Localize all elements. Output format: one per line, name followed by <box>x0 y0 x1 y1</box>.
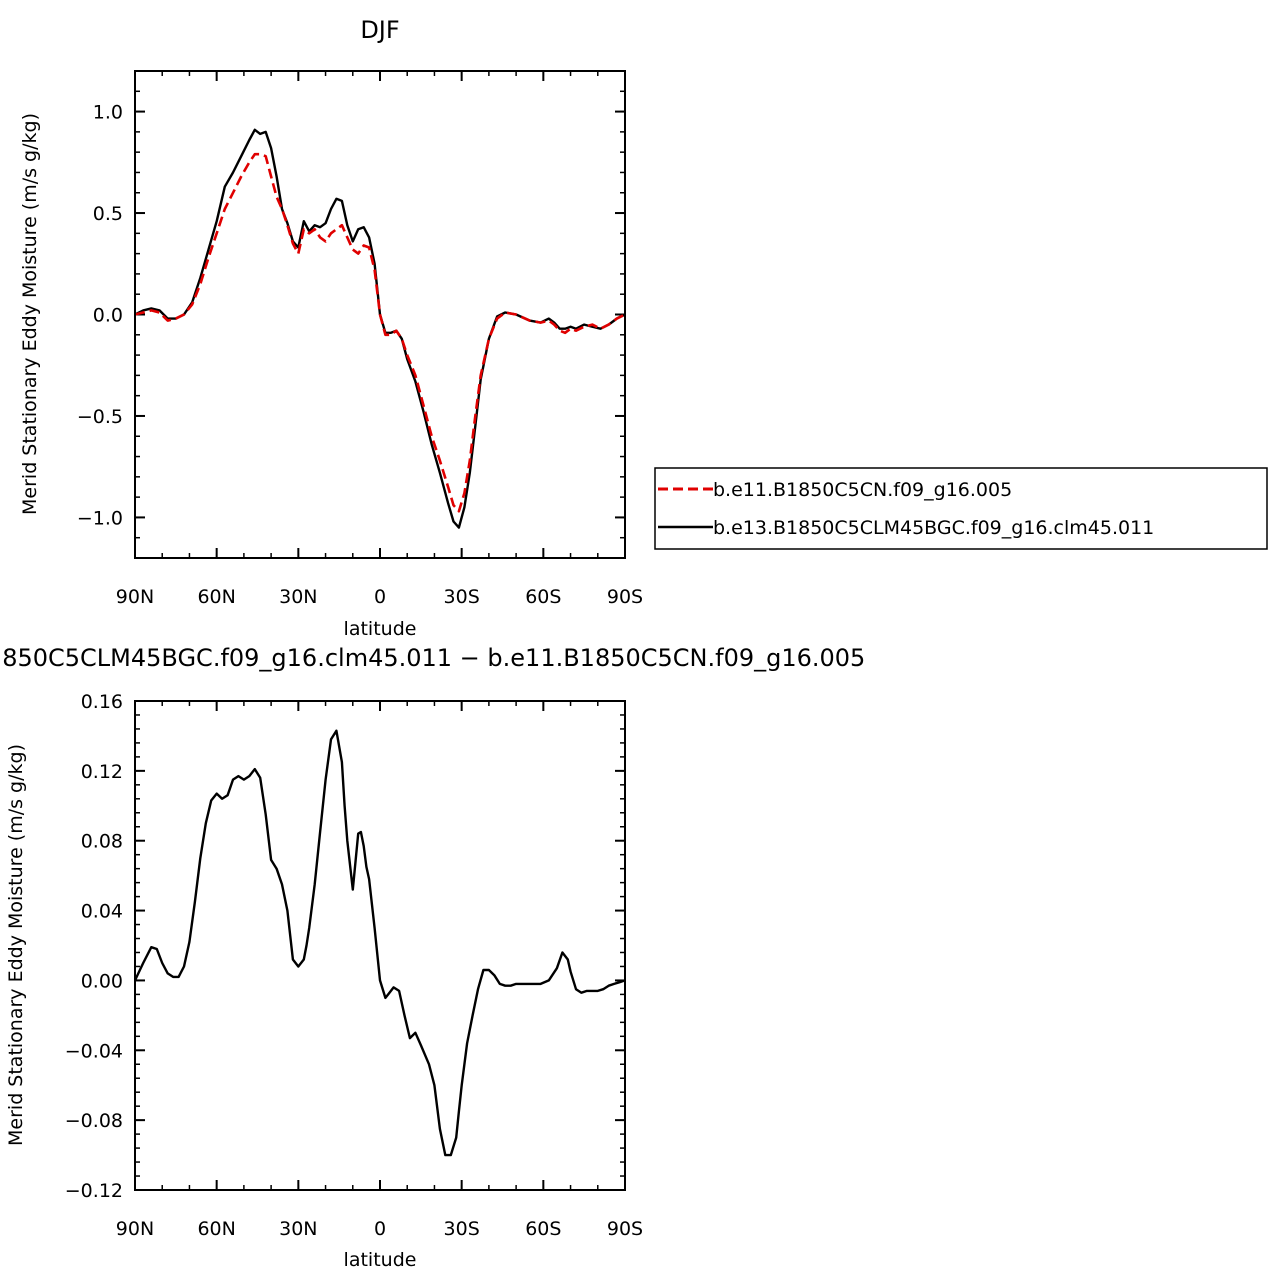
y-tick-label: 1.0 <box>93 102 123 124</box>
y-tick-label: 0.04 <box>81 901 123 923</box>
series-group <box>133 700 626 1191</box>
chart-title: b.e13.B1850C5CLM45BGC.f09_g16.clm45.011 … <box>0 644 865 672</box>
y-tick-group: 0.16 0.12 0.08 0.04 0.00 −0.04 −0.08 −0.12 <box>65 691 625 1202</box>
legend-label-series-2: b.e13.B1850C5CLM45BGC.f09_g16.clm45.011 <box>713 517 1154 539</box>
x-tick-label: 90S <box>607 1218 643 1240</box>
x-tick-label: 30N <box>279 1218 317 1240</box>
series-line-2 <box>134 128 626 529</box>
y-tick-label: 0.00 <box>81 970 123 992</box>
x-tick-label: 60S <box>525 1218 561 1240</box>
x-tick-label: 90N <box>116 586 154 608</box>
y-tick-label: −0.12 <box>65 1180 123 1202</box>
x-tick-label: 30S <box>444 586 480 608</box>
legend: b.e11.B1850C5CN.f09_g16.005 b.e13.B1850C… <box>654 467 1268 550</box>
y-tick-label: −0.04 <box>65 1040 123 1062</box>
y-axis-label: Merid Stationary Eddy Moisture (m/s g/kg… <box>5 744 27 1146</box>
series-line-1 <box>133 729 626 1157</box>
x-axis-label: latitude <box>344 618 417 640</box>
y-tick-label: 0.08 <box>81 831 123 853</box>
y-tick-label: 0.5 <box>93 203 123 225</box>
y-tick-group: 1.0 0.5 0.0 −0.5 −1.0 <box>77 102 625 529</box>
x-tick-label: 60N <box>197 586 235 608</box>
x-tick-label: 90N <box>116 1218 154 1240</box>
x-tick-label: 30N <box>279 586 317 608</box>
x-tick-label: 60N <box>197 1218 235 1240</box>
panel-djf: DJF 1.00.50.0−0.5−1.0 90N 60N 30N 0 30S 60S 90… <box>19 16 643 640</box>
y-tick-label: −0.5 <box>77 406 123 428</box>
y-tick-label: 0.12 <box>81 761 123 783</box>
chart-title: DJF <box>360 16 399 44</box>
x-axis-label: latitude <box>344 1249 417 1271</box>
y-tick-label: 0.0 <box>93 305 123 327</box>
x-tick-label: 90S <box>607 586 643 608</box>
x-tick-label: 60S <box>525 586 561 608</box>
y-tick-label: −0.08 <box>65 1110 123 1132</box>
y-axis-label: Merid Stationary Eddy Moisture (m/s g/kg… <box>19 113 41 515</box>
x-tick-group: 90N 60N 30N 0 30S 60S 90S <box>116 71 643 608</box>
panel-difference: b.e13.B1850C5CLM45BGC.f09_g16.clm45.011 … <box>0 644 865 1271</box>
legend-box <box>654 467 1268 550</box>
plot-frame <box>134 70 626 559</box>
x-tick-label: 0 <box>374 586 386 608</box>
plot-frame <box>134 700 626 1191</box>
legend-label-series-1: b.e11.B1850C5CN.f09_g16.005 <box>713 479 1012 501</box>
x-tick-label: 30S <box>444 1218 480 1240</box>
x-tick-label: 0 <box>374 1218 386 1240</box>
series-group <box>134 70 626 559</box>
y-tick-label: 0.16 <box>81 691 123 713</box>
series-line-1 <box>134 152 626 513</box>
y-tick-label: −1.0 <box>77 507 123 529</box>
